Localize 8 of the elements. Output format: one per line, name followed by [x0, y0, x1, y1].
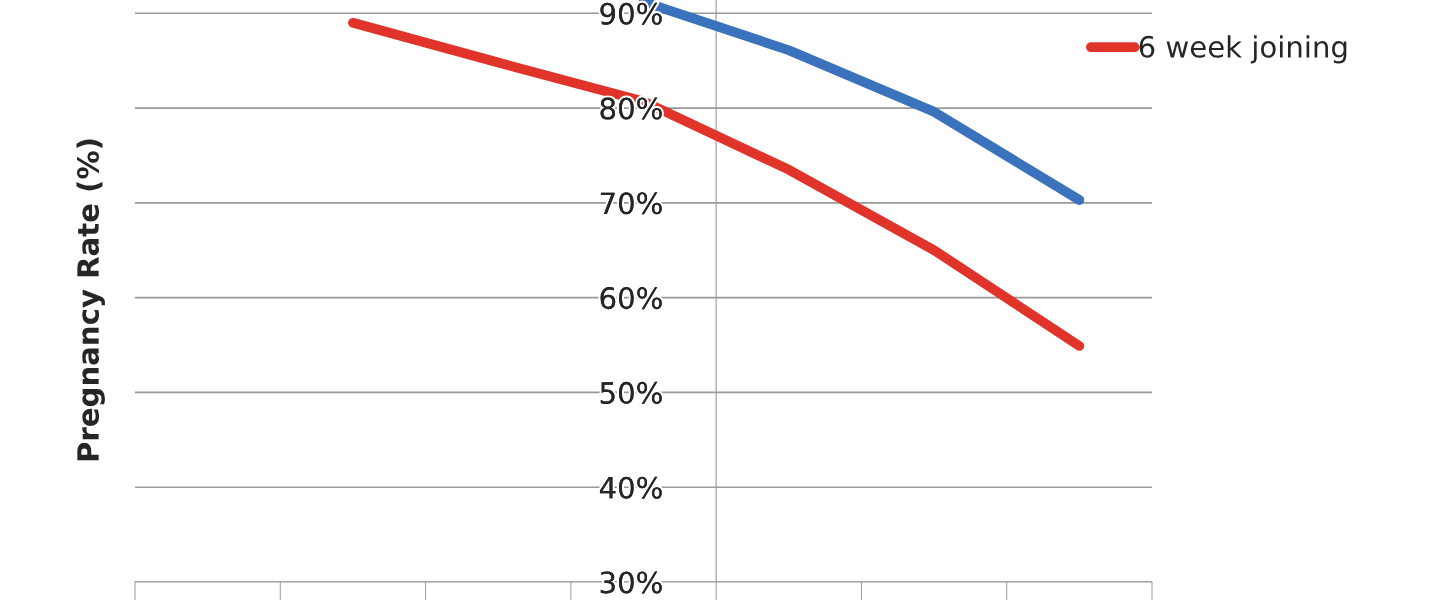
- y-axis-title: Pregnancy Rate (%): [76, 139, 105, 461]
- y-tick-label: 40%: [599, 476, 662, 499]
- y-tick-label: 30%: [600, 571, 662, 594]
- y-tick-label: 50%: [600, 381, 662, 404]
- y-tick-label: 70%: [600, 192, 662, 215]
- legend-label: 6 week joining: [1139, 35, 1347, 64]
- y-tick-label: 90%: [600, 2, 662, 25]
- y-tick-label: 60%: [600, 287, 662, 310]
